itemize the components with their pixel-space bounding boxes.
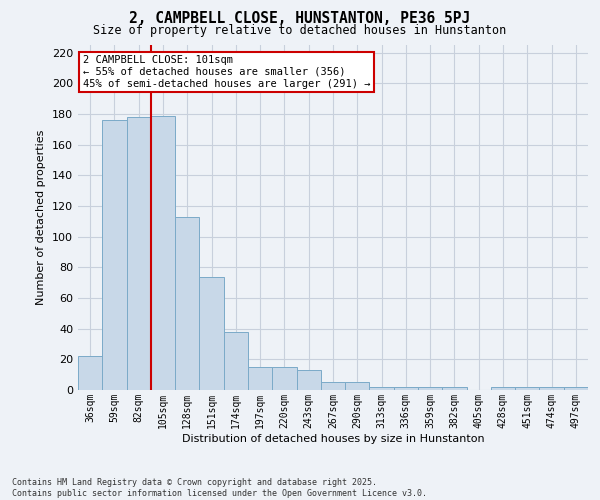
Bar xyxy=(515,387,539,390)
Bar xyxy=(175,216,199,390)
Text: Size of property relative to detached houses in Hunstanton: Size of property relative to detached ho… xyxy=(94,24,506,37)
Bar xyxy=(370,387,394,390)
Bar xyxy=(442,387,467,390)
Bar xyxy=(151,116,175,390)
Bar xyxy=(78,356,102,390)
Text: Contains HM Land Registry data © Crown copyright and database right 2025.
Contai: Contains HM Land Registry data © Crown c… xyxy=(12,478,427,498)
Bar xyxy=(272,367,296,390)
Bar xyxy=(394,387,418,390)
Bar xyxy=(102,120,127,390)
Text: 2, CAMPBELL CLOSE, HUNSTANTON, PE36 5PJ: 2, CAMPBELL CLOSE, HUNSTANTON, PE36 5PJ xyxy=(130,11,470,26)
Text: 2 CAMPBELL CLOSE: 101sqm
← 55% of detached houses are smaller (356)
45% of semi-: 2 CAMPBELL CLOSE: 101sqm ← 55% of detach… xyxy=(83,56,371,88)
Y-axis label: Number of detached properties: Number of detached properties xyxy=(37,130,46,305)
Bar xyxy=(491,387,515,390)
Bar xyxy=(127,117,151,390)
Bar xyxy=(539,387,564,390)
Bar xyxy=(296,370,321,390)
X-axis label: Distribution of detached houses by size in Hunstanton: Distribution of detached houses by size … xyxy=(182,434,484,444)
Bar xyxy=(224,332,248,390)
Bar xyxy=(199,276,224,390)
Bar xyxy=(345,382,370,390)
Bar xyxy=(321,382,345,390)
Bar xyxy=(418,387,442,390)
Bar xyxy=(564,387,588,390)
Bar xyxy=(248,367,272,390)
